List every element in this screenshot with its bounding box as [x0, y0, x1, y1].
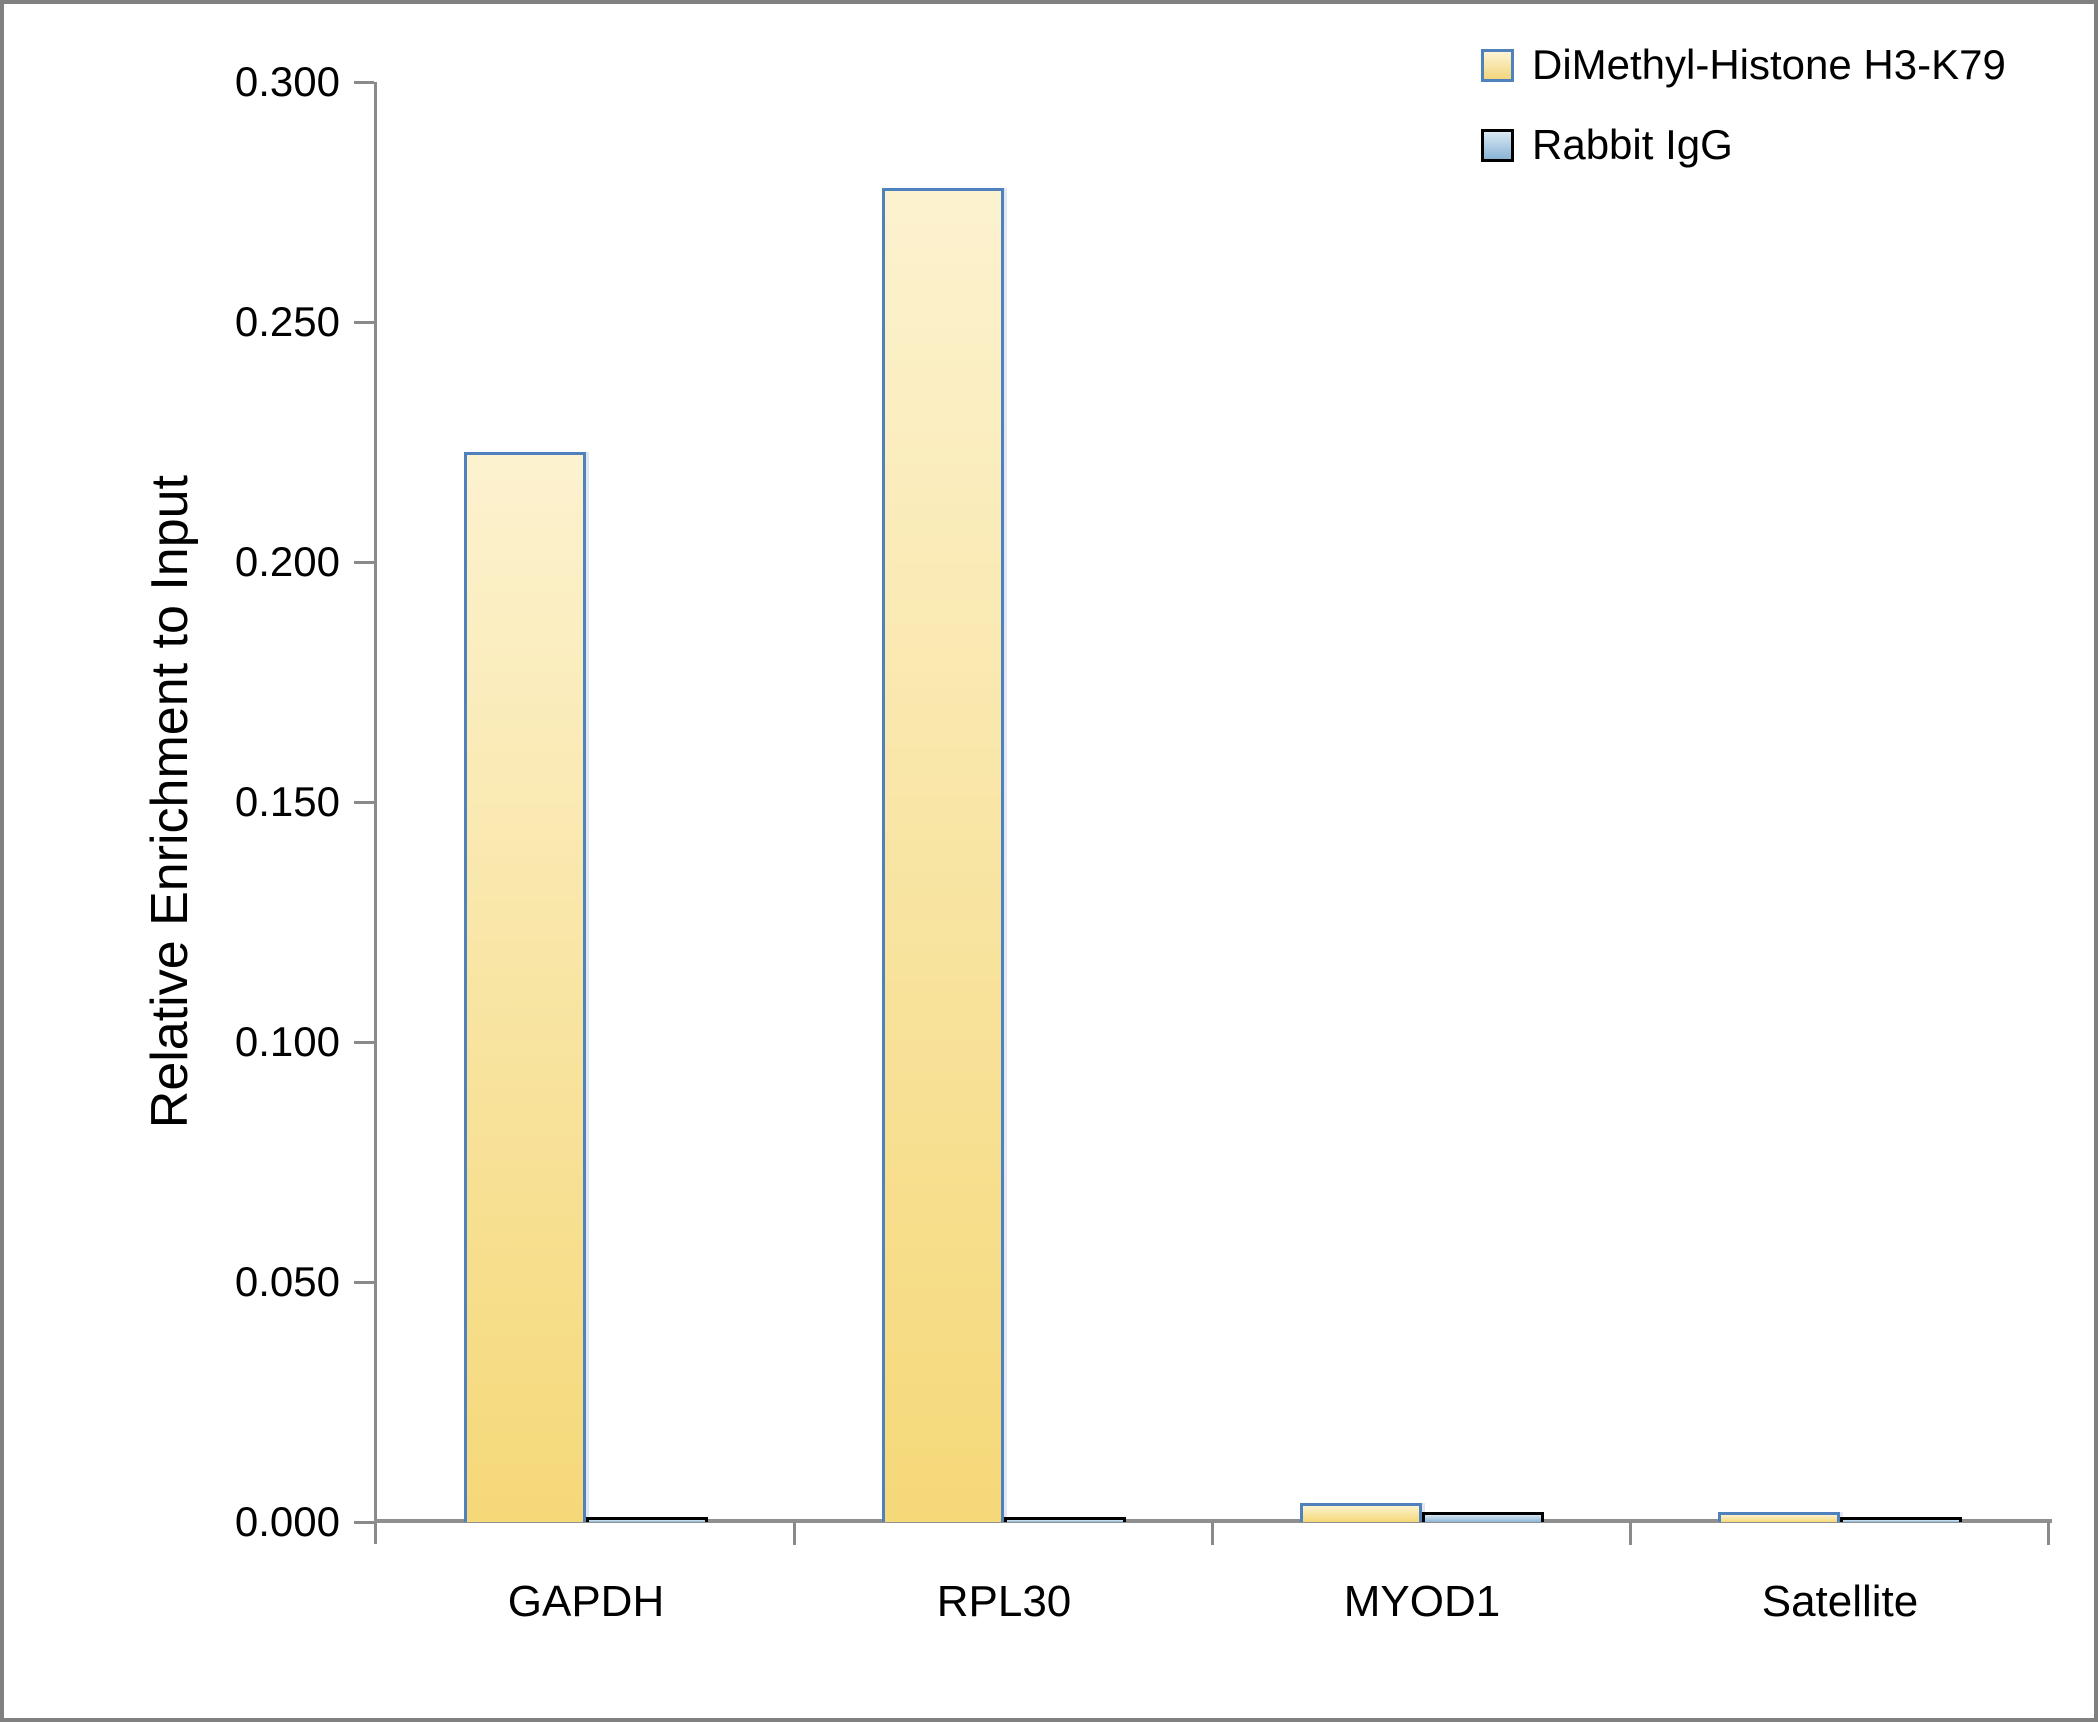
y-tick-mark — [354, 81, 374, 84]
y-tick-label: 0.050 — [234, 1258, 340, 1305]
x-tick-mark — [2047, 1522, 2050, 1545]
legend-swatch-rabbit-igg — [1481, 129, 1514, 162]
x-tick-mark — [1629, 1522, 1632, 1545]
x-tick-mark — [793, 1522, 796, 1545]
legend-label-dimethyl-histone-h3-k79: DiMethyl-Histone H3-K79 — [1532, 41, 2006, 88]
category-label-satellite: Satellite — [1761, 1577, 1919, 1626]
y-tick-mark — [354, 561, 374, 564]
y-tick-label: 0.000 — [234, 1498, 340, 1545]
y-tick-label: 0.200 — [234, 538, 340, 585]
bar-rabbit-igg-gapdh — [586, 1517, 708, 1522]
bar-dimethyl-histone-h3-k79-rpl30 — [882, 188, 1004, 1522]
y-tick-mark — [354, 801, 374, 804]
y-tick-mark — [354, 321, 374, 324]
y-tick-label: 0.300 — [234, 58, 340, 105]
y-axis-line — [374, 82, 377, 1544]
bar-dimethyl-histone-h3-k79-gapdh — [464, 452, 586, 1522]
legend-swatch-dimethyl-histone-h3-k79 — [1481, 49, 1514, 82]
bar-rabbit-igg-satellite — [1840, 1517, 1962, 1522]
category-label-myod1: MYOD1 — [1343, 1577, 1501, 1626]
y-tick-label: 0.100 — [234, 1018, 340, 1065]
y-tick-label: 0.150 — [234, 778, 340, 825]
y-tick-mark — [354, 1281, 374, 1284]
y-tick-label: 0.250 — [234, 298, 340, 345]
y-tick-mark — [354, 1521, 374, 1524]
category-label-rpl30: RPL30 — [936, 1577, 1072, 1626]
bar-rabbit-igg-myod1 — [1422, 1512, 1544, 1522]
bar-dimethyl-histone-h3-k79-myod1 — [1300, 1503, 1422, 1522]
category-label-gapdh: GAPDH — [507, 1577, 665, 1626]
x-tick-mark — [1211, 1522, 1214, 1545]
legend-label-rabbit-igg: Rabbit IgG — [1532, 121, 1733, 168]
x-axis-line — [374, 1519, 2052, 1523]
bar-rabbit-igg-rpl30 — [1004, 1517, 1126, 1522]
y-tick-mark — [354, 1041, 374, 1044]
bar-dimethyl-histone-h3-k79-satellite — [1718, 1512, 1840, 1522]
